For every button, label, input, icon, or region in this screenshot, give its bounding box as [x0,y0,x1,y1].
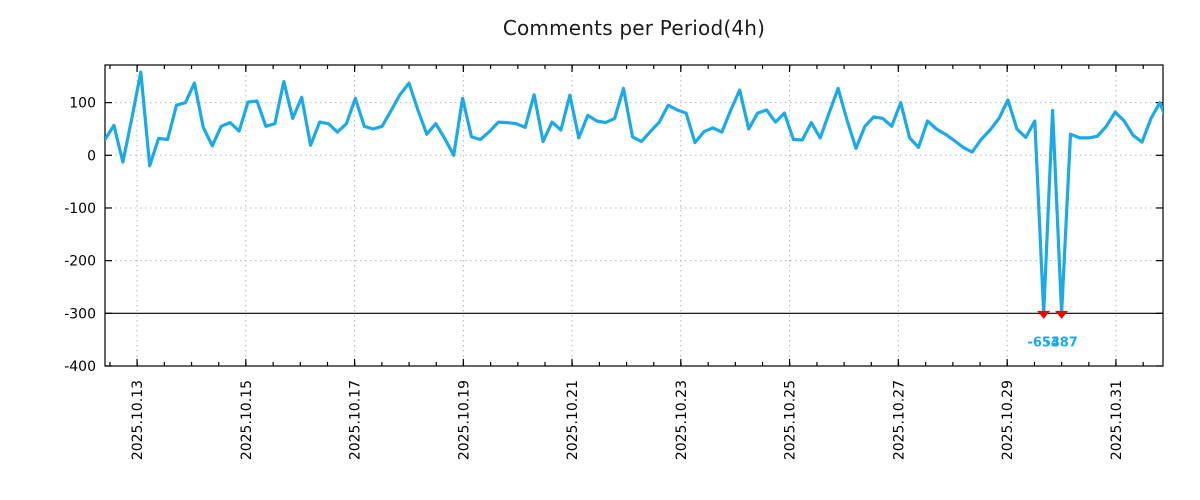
clip-arrow-marker [1037,310,1051,319]
y-tick-label: -100 [64,201,96,217]
outlier-annotations: -654-387 [1027,310,1078,350]
gridlines [105,65,1163,366]
chart-title: Comments per Period(4h) [502,16,766,40]
x-tick-label: 2025.10.29 [1000,380,1016,460]
x-tick-label: 2025.10.13 [130,380,146,460]
x-tick-label: 2025.10.23 [674,380,690,460]
outlier-value-label: -654 [1027,335,1060,350]
y-tick-label: -300 [64,306,96,322]
x-tick-label: 2025.10.27 [891,380,907,460]
x-tick-label: 2025.10.31 [1109,380,1125,460]
y-tick-label: 100 [69,96,96,112]
series-line [105,70,1163,315]
clip-arrow-marker [1055,310,1069,319]
y-tick-label: -400 [64,359,96,375]
x-tick-label: 2025.10.15 [239,380,255,460]
x-tick-label: 2025.10.21 [565,380,581,460]
y-tick-label: 0 [87,148,96,164]
y-axis-labels: 100 0 -100 -200 -300 -400 [64,96,96,375]
x-tick-label: 2025.10.17 [348,380,364,460]
x-tick-label: 2025.10.25 [783,380,799,460]
y-tick-label: -200 [64,254,96,270]
x-axis-labels: 2025.10.13 2025.10.15 2025.10.17 2025.10.19… [130,380,1125,460]
axis-ticks [105,65,1163,367]
plot-border [104,64,1164,367]
outlier-value-label: -387 [1045,335,1078,350]
x-tick-label: 2025.10.19 [456,380,472,460]
